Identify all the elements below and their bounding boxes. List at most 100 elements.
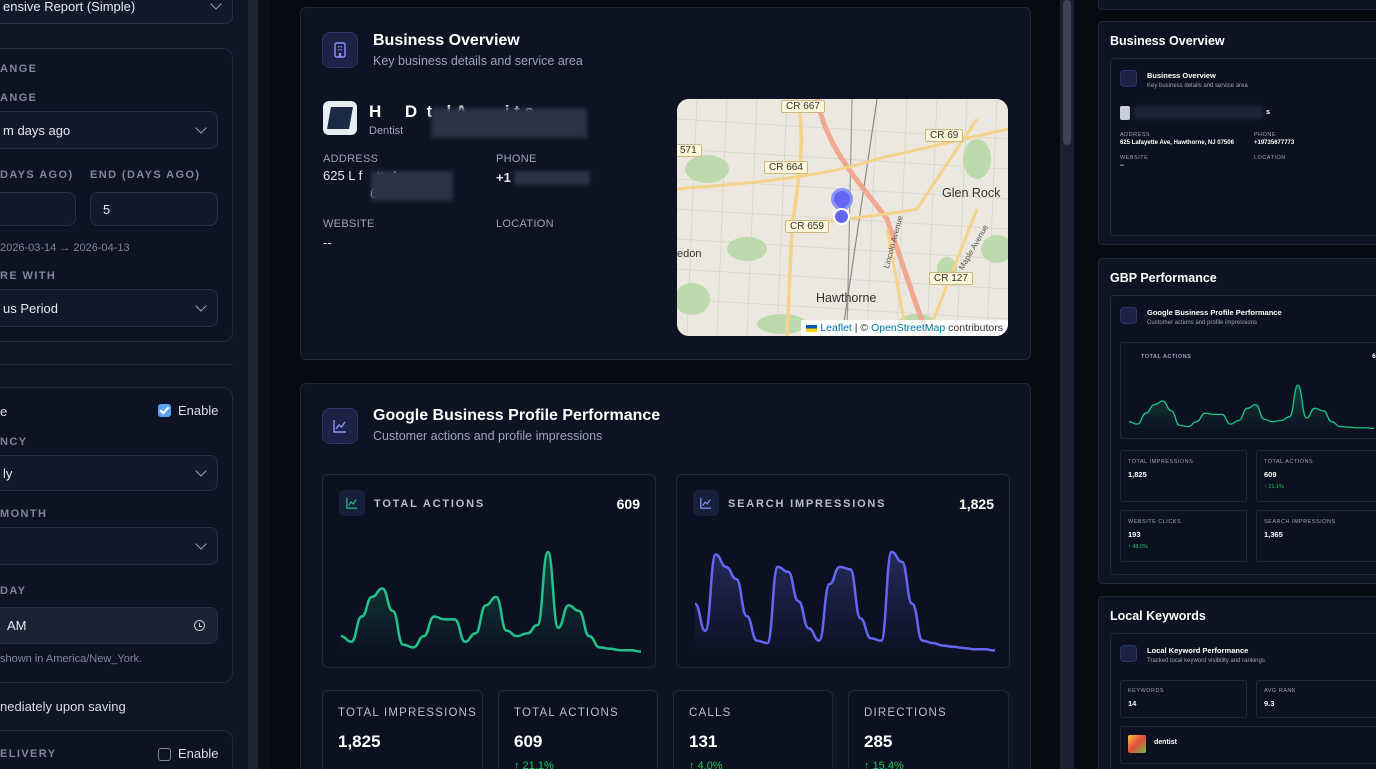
mini-keywords-section: Local Keywords Local Keyword Performance… [1098,596,1376,769]
service-area-map[interactable]: CR 667 CR 69 571 CR 664 Glen Rock CR 659… [677,99,1008,336]
website-value: -- [323,235,332,250]
stat-card: TOTAL ACTIONS 609 ↑ 21.1% [498,690,658,769]
end-value: 5 [103,201,111,217]
mini-stat-delta: ↑ 21.1% [1264,484,1284,490]
stat-label: TOTAL ACTIONS [514,707,619,719]
frequency-value: ly [3,465,13,481]
search-impressions-sparkline [695,550,995,655]
business-logo [323,101,357,135]
range-label: ANGE [0,92,38,104]
business-logo [1120,106,1130,120]
preview-scrollbar[interactable] [1060,0,1074,769]
stat-card: CALLS 131 ↑ 4.0% [673,690,833,769]
chart-label: TOTAL ACTIONS [374,498,485,510]
map-label: CR 69 [925,129,964,142]
delivery-enable-checkbox[interactable] [158,748,171,761]
delivery-enable-label[interactable]: Enable [178,746,219,761]
attribution-tail: contributors [945,322,1003,334]
mini-stat-value: 193 [1128,530,1141,539]
business-overview-section: Business Overview Key business details a… [300,7,1031,360]
end-input[interactable]: 5 [90,192,218,226]
divider [0,364,233,365]
mini-stat-value: 9.3 [1264,699,1275,708]
mini-keyword-row: dentist [1120,726,1376,764]
chart-label: SEARCH IMPRESSIONS [728,498,887,510]
map-place-label: edon [677,248,702,260]
mini-phone-label: PHONE [1254,132,1277,138]
section-subtitle: Customer actions and profile impressions [373,429,603,443]
location-label: LOCATION [496,218,554,230]
mini-card-title: Local Keyword Performance [1147,646,1249,655]
line-chart-icon [322,408,358,444]
immediate-note: nediately upon saving [0,699,126,714]
start-label: DAYS AGO) [0,169,74,181]
osm-link[interactable]: OpenStreetMap [871,322,946,334]
stat-card: TOTAL IMPRESSIONS 1,825 [322,690,483,769]
schedule-enable-checkbox[interactable] [158,404,171,417]
scrollbar-thumb[interactable] [1063,0,1071,145]
mini-keywords-card: Local Keyword Performance Tracked local … [1110,633,1376,769]
frequency-label: NCY [0,436,28,448]
delivery-card [0,730,233,769]
leaflet-link[interactable]: Leaflet [820,322,852,334]
compare-select[interactable]: us Period [0,289,218,327]
mini-stat-value: 1,825 [1128,470,1147,479]
panel-splitter[interactable] [248,0,258,769]
report-preview: Business Overview Key business details a… [270,0,1060,769]
search-impressions-line [695,550,995,652]
search-impressions-chart-card: SEARCH IMPRESSIONS 1,825 [676,474,1010,668]
search-impressions-area [695,552,995,655]
chevron-down-icon [195,300,207,312]
time-input[interactable]: AM [0,607,218,644]
mini-card-subtitle: Key business details and service area [1147,83,1248,89]
mini-stat-value: 1,365 [1264,530,1283,539]
total-actions-line [341,550,641,653]
line-chart-icon [693,490,719,516]
date-section-label: ANGE [0,63,38,75]
date-preview: 2026-03-14 → 2026-04-13 [0,242,130,254]
time-value: AM [7,618,27,633]
month-select[interactable] [0,527,218,565]
range-select[interactable]: m days ago [0,111,218,149]
location-marker-icon[interactable] [833,208,850,225]
mini-stat-card: SEARCH IMPRESSIONS 1,365 [1256,510,1376,562]
start-input[interactable] [0,192,76,226]
mini-stat-value: 14 [1128,699,1137,708]
stat-value: 1,825 [338,732,381,751]
redaction [371,171,453,201]
mini-stat-card: AVG RANK 9.3 [1256,680,1376,718]
phone-label: PHONE [496,153,537,165]
mini-stat-card: TOTAL ACTIONS 609 ↑ 21.1% [1256,450,1376,502]
map-label: CR 659 [785,220,829,233]
mini-website-label: WEBSITE [1120,155,1149,161]
mini-section-title: Local Keywords [1110,609,1206,623]
frequency-select[interactable]: ly [0,455,218,491]
mini-stat-card: KEYWORDS 14 [1120,680,1247,718]
chart-value: 609 [616,496,640,512]
stat-value: 285 [864,732,893,751]
chevron-down-icon [195,122,207,134]
stat-value: 609 [514,732,543,751]
report-type-select[interactable]: ensive Report (Simple) [0,0,233,24]
stat-delta: ↑ 15.4% [864,760,904,769]
phone-value: +1 [496,170,511,185]
clock-icon[interactable] [194,620,205,631]
mini-top-section [1098,0,1376,10]
mini-stat-label: AVG RANK [1264,688,1297,694]
map-label: CR 664 [764,161,808,174]
chart-value: 1,825 [958,496,994,512]
mini-chart-card: TOTAL ACTIONS 609 [1120,342,1376,439]
gbp-performance-section: Google Business Profile Performance Cust… [300,383,1031,769]
building-icon [322,32,358,68]
mini-stat-label: KEYWORDS [1128,688,1165,694]
section-title: Google Business Profile Performance [373,407,661,424]
mini-phone-value: +19735677773 [1254,140,1295,146]
mini-name-tail: s [1266,107,1271,116]
redaction [431,108,587,138]
section-title: Business Overview [373,32,520,49]
redaction [514,171,590,185]
line-chart-icon [1120,307,1137,324]
schedule-enable-label[interactable]: Enable [178,403,219,418]
chevron-down-icon [195,538,207,550]
map-label: 571 [677,144,702,157]
